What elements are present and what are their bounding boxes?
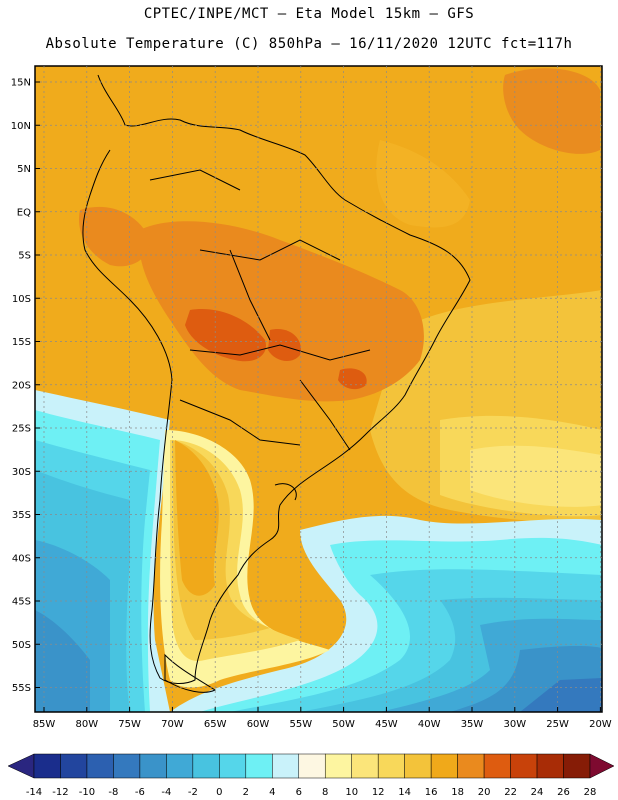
colorbar-swatch xyxy=(351,753,379,779)
colorbar-label: -10 xyxy=(79,787,95,798)
colorbar-label: 22 xyxy=(504,787,517,798)
colorbar-label: -2 xyxy=(188,787,198,798)
colorbar-swatch xyxy=(430,753,458,779)
lat-tick-label: 5S xyxy=(18,251,31,262)
lat-tick-label: 55S xyxy=(12,683,31,694)
lon-tick-label: 40W xyxy=(418,719,441,730)
colorbar-swatch xyxy=(272,753,300,779)
lon-tick-label: 20W xyxy=(589,719,612,730)
lat-tick-label: 20S xyxy=(12,380,31,391)
colorbar-swatch xyxy=(298,753,326,779)
colorbar-label: 2 xyxy=(243,787,249,798)
lon-tick-label: 50W xyxy=(332,719,355,730)
colorbar-swatch xyxy=(139,753,167,779)
colorbar-label: 8 xyxy=(322,787,328,798)
colorbar-label: 4 xyxy=(269,787,275,798)
title-line-2: Absolute Temperature (C) 850hPa – 16/11/… xyxy=(45,36,573,52)
colorbar-swatch xyxy=(510,753,538,779)
colorbar-label: 20 xyxy=(478,787,491,798)
colorbar-label: -4 xyxy=(161,787,171,798)
colorbar-swatch xyxy=(563,753,591,779)
lat-tick-label: 15N xyxy=(11,78,31,89)
colorbar-label: 28 xyxy=(584,787,597,798)
latitude-ticks: 15N 10N 5N EQ 5S 10S 15S 20S 25S 30S 35S 40S 45S 50S 5… xyxy=(11,78,40,694)
colorbar-label: 12 xyxy=(372,787,385,798)
lon-tick-label: 70W xyxy=(161,719,184,730)
colorbar-label: 0 xyxy=(216,787,222,798)
lon-tick-label: 45W xyxy=(375,719,398,730)
lat-tick-label: 35S xyxy=(12,510,31,521)
title-line-1: CPTEC/INPE/MCT – Eta Model 15km – GFS xyxy=(143,6,475,22)
colorbar: -14 -12 -10 -8 -6 -4 -2 0 2 4 6 8 10 12 14 16 18 20 22 24 26… xyxy=(7,753,615,798)
colorbar-swatch xyxy=(192,753,220,779)
lon-tick-label: 35W xyxy=(461,719,484,730)
colorbar-label: 18 xyxy=(451,787,464,798)
colorbar-label: -8 xyxy=(108,787,118,798)
colorbar-label: 6 xyxy=(296,787,302,798)
colorbar-swatch xyxy=(60,753,88,779)
colorbar-label: 16 xyxy=(425,787,438,798)
lat-tick-label: 5N xyxy=(17,164,31,175)
lon-tick-label: 55W xyxy=(289,719,312,730)
colorbar-swatch xyxy=(377,753,405,779)
colorbar-label: 14 xyxy=(398,787,411,798)
lon-tick-label: 25W xyxy=(546,719,569,730)
lat-tick-label: 25S xyxy=(12,424,31,435)
lon-tick-label: 65W xyxy=(204,719,227,730)
lat-tick-label: 40S xyxy=(12,553,31,564)
lon-tick-label: 85W xyxy=(33,719,56,730)
lon-tick-label: 80W xyxy=(75,719,98,730)
colorbar-swatch xyxy=(86,753,114,779)
lat-tick-label: 15S xyxy=(12,337,31,348)
colorbar-label: -6 xyxy=(135,787,145,798)
colorbar-swatch xyxy=(219,753,247,779)
colorbar-swatch xyxy=(536,753,564,779)
colorbar-label: -14 xyxy=(26,787,42,798)
lon-tick-label: 60W xyxy=(247,719,270,730)
colorbar-label: 26 xyxy=(557,787,570,798)
colorbar-swatch xyxy=(483,753,511,779)
lon-tick-label: 30W xyxy=(503,719,526,730)
lat-tick-label: EQ xyxy=(17,207,31,218)
colorbar-swatch xyxy=(324,753,352,779)
lat-tick-label: 45S xyxy=(12,597,31,608)
colorbar-label: 24 xyxy=(531,787,544,798)
colorbar-swatch xyxy=(166,753,194,779)
colorbar-label: 10 xyxy=(345,787,358,798)
temperature-field xyxy=(35,66,602,712)
colorbar-high-arrow xyxy=(589,753,615,779)
lat-tick-label: 10N xyxy=(11,121,31,132)
colorbar-swatch xyxy=(404,753,432,779)
colorbar-low-arrow xyxy=(7,753,35,779)
colorbar-swatch xyxy=(457,753,485,779)
lon-tick-label: 75W xyxy=(118,719,141,730)
lat-tick-label: 50S xyxy=(12,640,31,651)
colorbar-swatch xyxy=(245,753,273,779)
lat-tick-label: 30S xyxy=(12,467,31,478)
plot-frame xyxy=(34,65,603,713)
lat-tick-label: 10S xyxy=(12,294,31,305)
longitude-ticks: 85W 80W 75W 70W 65W 60W 55W 50W 45W 40W 35W 30W 25W 2… xyxy=(33,707,612,730)
colorbar-swatch xyxy=(33,753,61,779)
colorbar-swatch xyxy=(113,753,141,779)
colorbar-label: -12 xyxy=(52,787,68,798)
